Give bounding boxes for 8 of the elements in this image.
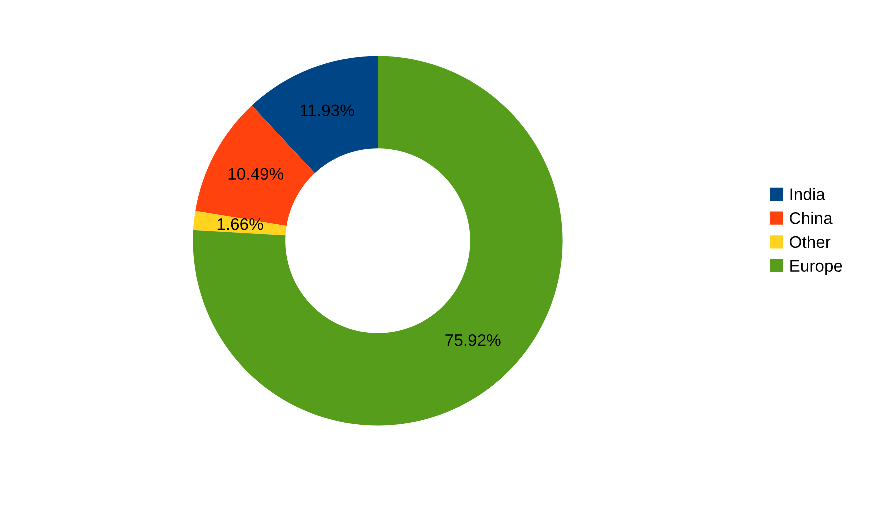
legend-label: China — [790, 212, 833, 224]
legend-label: India — [790, 188, 826, 200]
legend-label: Europe — [790, 260, 842, 276]
data-label: 10.49% — [228, 168, 284, 180]
data-label: 75.92% — [446, 334, 501, 346]
data-label: 11.93% — [300, 104, 354, 116]
data-label: 1.66% — [218, 218, 264, 230]
legend-label: Other — [790, 236, 831, 248]
